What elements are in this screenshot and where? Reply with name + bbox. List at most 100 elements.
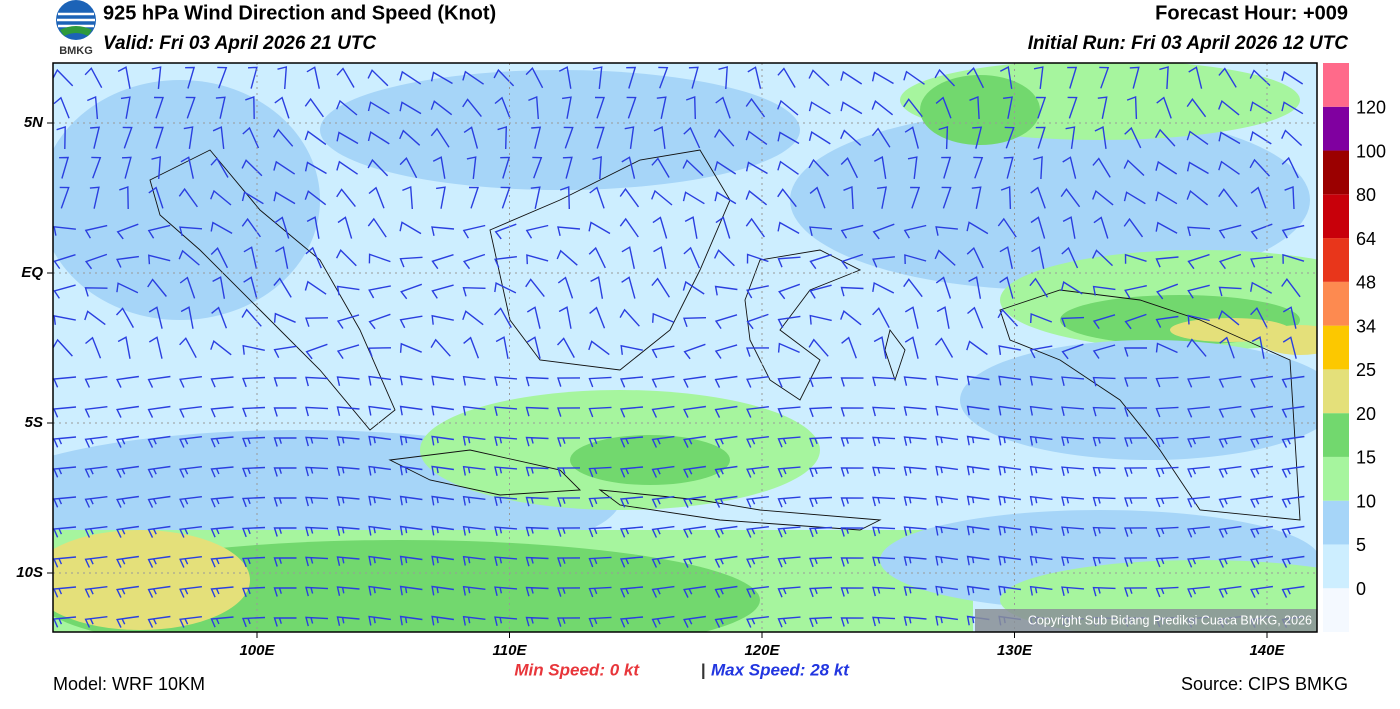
wind-barb [462,310,484,326]
wind-barb [242,126,260,149]
wind-barb [619,526,644,538]
wind-barb [746,496,769,508]
wind-barb [809,616,833,628]
wind-barb [305,496,329,507]
wind-barb [1281,101,1304,115]
wind-barb [938,126,949,150]
wind-barb [809,556,833,568]
wind-barb [430,127,450,148]
lon-label: 140E [1249,642,1285,659]
colorbar-label: 0 [1356,579,1366,599]
wind-barb [245,96,255,120]
wind-barb [998,405,1021,416]
wind-barb [497,126,508,150]
wind-barb [84,526,108,538]
wind-barb [179,337,197,359]
wind-barb [336,160,358,175]
wind-barb [273,160,296,175]
wind-barb [903,526,927,536]
wind-barb [336,376,360,386]
colorbar-label: 20 [1356,404,1376,424]
wind-barb [936,306,950,329]
wind-barb [1061,406,1085,416]
wind-barb [368,465,391,476]
wind-barb [777,436,801,448]
colorbar-segment [1323,325,1349,370]
wind-barb [399,157,418,179]
wind-barb [367,217,387,238]
wind-barb [1218,67,1237,88]
wind-barb [935,615,958,626]
wind-barb [462,585,486,596]
wind-barb [1187,436,1210,448]
wind-barb [116,465,139,478]
wind-barb [243,246,258,269]
wind-barb [336,406,360,416]
wind-barb [399,256,423,268]
wind-barb [400,283,423,300]
wind-barb [746,347,770,357]
wind-barb [368,313,391,330]
wind-barb [619,436,644,448]
title: 925 hPa Wind Direction and Speed (Knot) [103,2,496,24]
wind-barb [777,67,796,88]
wind-barb [368,405,391,416]
wind-barb [1092,344,1116,359]
colorbar-label: 34 [1356,316,1376,336]
wind-barb [683,246,701,269]
colorbar-label: 80 [1356,185,1376,205]
wind-barb [594,96,605,119]
wind-barb [179,466,202,478]
wind-barb [966,246,984,269]
wind-barb [1218,253,1242,270]
wind-barb [1092,406,1116,417]
wind-barb [494,406,518,416]
wind-barb [683,126,701,149]
wind-barb [1092,496,1116,507]
wind-barb [84,287,108,297]
colorbar-segment [1323,281,1349,326]
wind-barb [1218,286,1242,297]
wind-barb [777,526,801,538]
wind-barb [714,615,738,628]
wind-barb [1030,186,1046,209]
wind-barb [999,276,1014,299]
wind-barb [935,465,958,476]
wind-barb [1284,186,1295,210]
wind-barb [431,555,454,566]
wind-barb [494,616,518,626]
wind-barb [1126,96,1138,120]
wind-barb [557,527,581,537]
wind-barb [1155,556,1179,568]
wind-barb [431,525,454,536]
wind-barb [1155,466,1179,478]
wind-barb [525,436,549,447]
wind-barb [903,616,927,626]
wind-barb [910,186,921,209]
wind-barb [966,435,990,446]
map-area: Copyright Sub Bidang Prediksi Cuaca BMKG… [53,63,1317,632]
wind-barb [273,497,297,507]
lat-label: EQ [21,264,43,281]
colorbar-segment [1323,413,1349,457]
wind-barb [935,405,958,416]
wind-barb [556,249,578,266]
colorbar-segment [1323,544,1349,589]
wind-barb [903,406,927,416]
wind-barb [745,190,768,206]
wind-barb [336,496,360,506]
wind-barb [714,285,738,296]
wind-barb [1093,216,1109,239]
logo-text: BMKG [59,45,93,57]
wind-barb [1124,377,1148,387]
wind-barb [120,96,131,119]
wind-barb [153,96,164,119]
wind-barb [1124,467,1148,477]
wind-barb [431,405,454,416]
wind-barb [966,525,990,536]
wind-barb [904,336,919,359]
wind-barb [872,406,896,417]
wind-barb [210,436,234,448]
wind-barb [871,100,894,116]
wind-barb [590,276,604,299]
